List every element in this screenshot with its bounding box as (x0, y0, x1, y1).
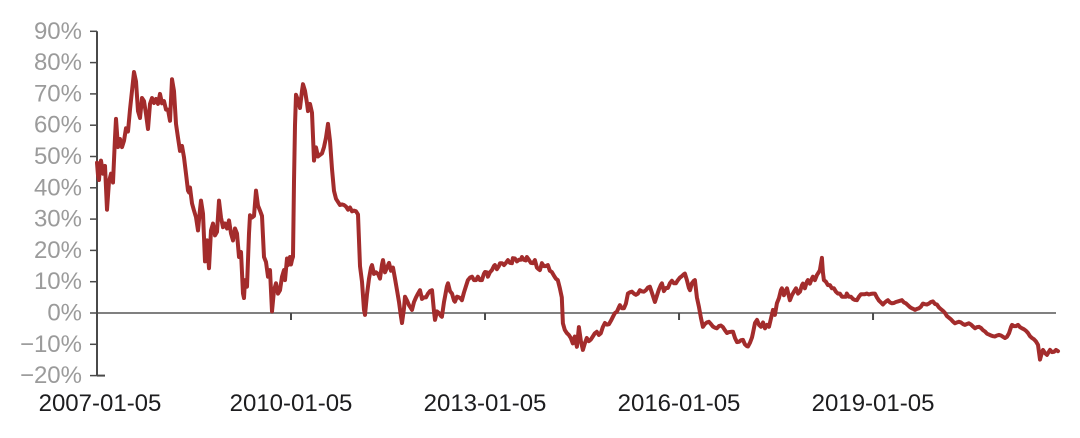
y-tick-label: 60% (34, 112, 82, 139)
y-tick-label: 30% (34, 206, 82, 233)
y-tick-label: 20% (34, 237, 82, 264)
y-tick-label: −20% (20, 362, 82, 389)
y-tick-label: 10% (34, 268, 82, 295)
y-tick-label: −10% (20, 331, 82, 358)
y-tick-label: 90% (34, 18, 82, 45)
y-tick-label: 0% (47, 300, 82, 327)
y-tick-label: 80% (34, 49, 82, 76)
y-tick-label: 70% (34, 80, 82, 107)
series-line (95, 70, 1060, 362)
y-tick-label: 40% (34, 174, 82, 201)
y-tick-label: 50% (34, 143, 82, 170)
x-tick-label: 2013-01-05 (424, 390, 547, 417)
x-tick-label: 2019-01-05 (812, 390, 935, 417)
x-tick-label: 2016-01-05 (618, 390, 741, 417)
x-tick-label: 2007-01-05 (39, 390, 162, 417)
x-tick-label: 2010-01-05 (230, 390, 353, 417)
